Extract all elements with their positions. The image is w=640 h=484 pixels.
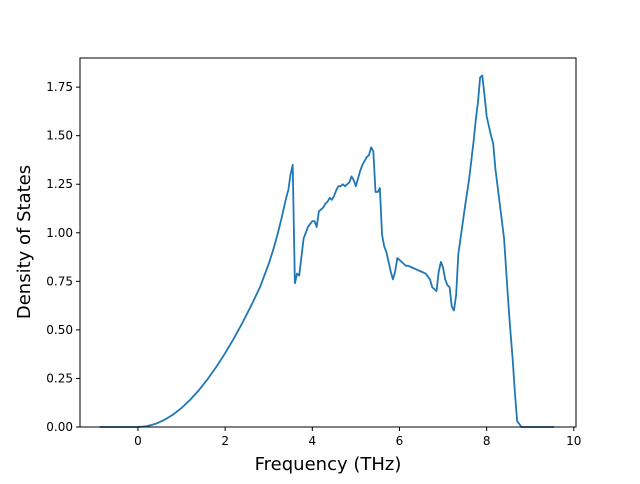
y-tick-label: 1.50 <box>46 129 73 143</box>
x-tick-label: 10 <box>566 434 581 448</box>
y-axis-label: Density of States <box>14 165 35 319</box>
y-tick-label: 0.50 <box>46 323 73 337</box>
x-tick-label: 2 <box>221 434 229 448</box>
x-tick-label: 8 <box>483 434 491 448</box>
x-tick-label: 4 <box>308 434 316 448</box>
y-tick-label: 1.25 <box>46 177 73 191</box>
x-axis-ticks: 0 2 4 6 8 10 <box>134 427 581 448</box>
y-tick-label: 1.75 <box>46 80 73 94</box>
x-tick-label: 6 <box>396 434 404 448</box>
y-axis-ticks: 0.00 0.25 0.50 0.75 1.00 1.25 1.50 1.75 <box>46 80 80 434</box>
x-axis-label: Frequency (THz) <box>255 454 402 475</box>
dos-series-line-0 <box>99 74 555 428</box>
y-tick-label: 1.00 <box>46 226 73 240</box>
y-tick-label: 0.25 <box>46 371 73 385</box>
x-tick-label: 0 <box>134 434 142 448</box>
plot-layer <box>99 74 555 428</box>
axes-frame <box>79 57 577 428</box>
y-tick-label: 0.00 <box>46 420 73 434</box>
y-tick-label: 0.75 <box>46 274 73 288</box>
